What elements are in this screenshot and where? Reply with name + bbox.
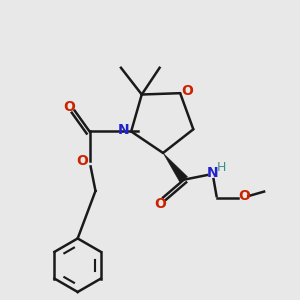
Text: H: H [217, 161, 226, 174]
Text: O: O [63, 100, 75, 114]
Text: N: N [207, 166, 219, 180]
Text: O: O [76, 154, 88, 168]
Text: O: O [155, 197, 167, 211]
Polygon shape [163, 153, 188, 183]
Text: O: O [238, 189, 250, 203]
Text: N: N [118, 123, 130, 137]
Text: O: O [181, 84, 193, 98]
